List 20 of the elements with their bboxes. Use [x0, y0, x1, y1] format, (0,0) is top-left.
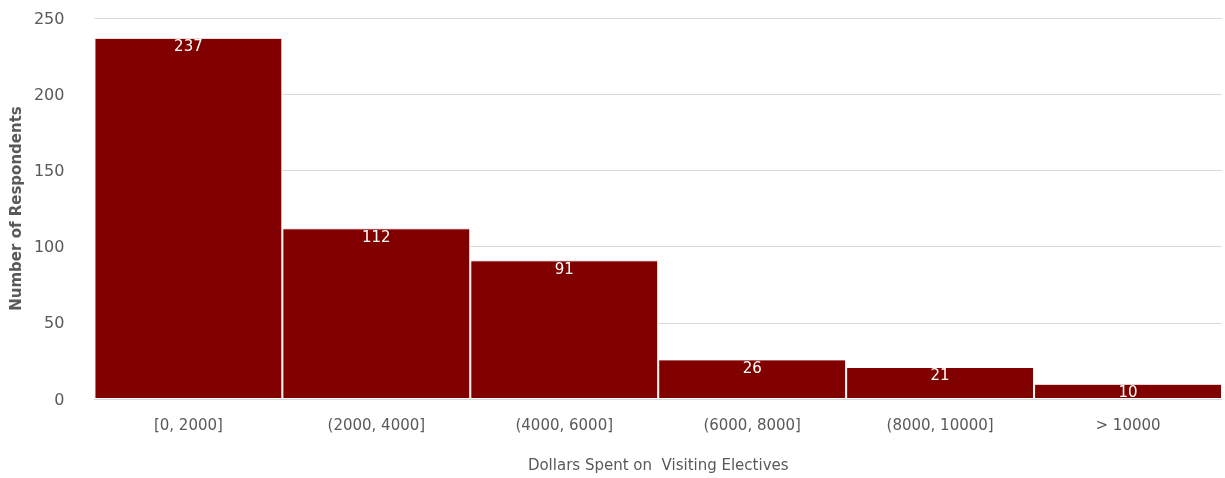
data-label: 21: [930, 366, 950, 385]
y-tick-label: 150: [33, 160, 65, 180]
y-axis-title: Number of Respondents: [6, 106, 25, 311]
y-tick-label: 200: [33, 84, 65, 104]
x-axis-title: Dollars Spent on Visiting Electives: [527, 455, 789, 474]
x-tick-label: > 10000: [1095, 415, 1161, 434]
data-label: 26: [742, 358, 762, 377]
data-label: 91: [554, 259, 574, 278]
x-tick-label: [0, 2000]: [153, 415, 223, 434]
y-tick-label: 250: [33, 8, 65, 28]
data-label: 112: [362, 227, 391, 246]
x-tick-label: (6000, 8000]: [703, 415, 801, 434]
y-tick-label: 50: [44, 313, 65, 333]
x-tick-label: (8000, 10000]: [886, 415, 994, 434]
x-tick-label: (4000, 6000]: [515, 415, 614, 434]
y-tick-label: 100: [33, 237, 65, 257]
data-label: 10: [1118, 383, 1138, 402]
y-tick-label: 0: [54, 389, 65, 409]
data-label: 237: [174, 37, 203, 56]
x-tick-label: (2000, 4000]: [327, 415, 426, 434]
